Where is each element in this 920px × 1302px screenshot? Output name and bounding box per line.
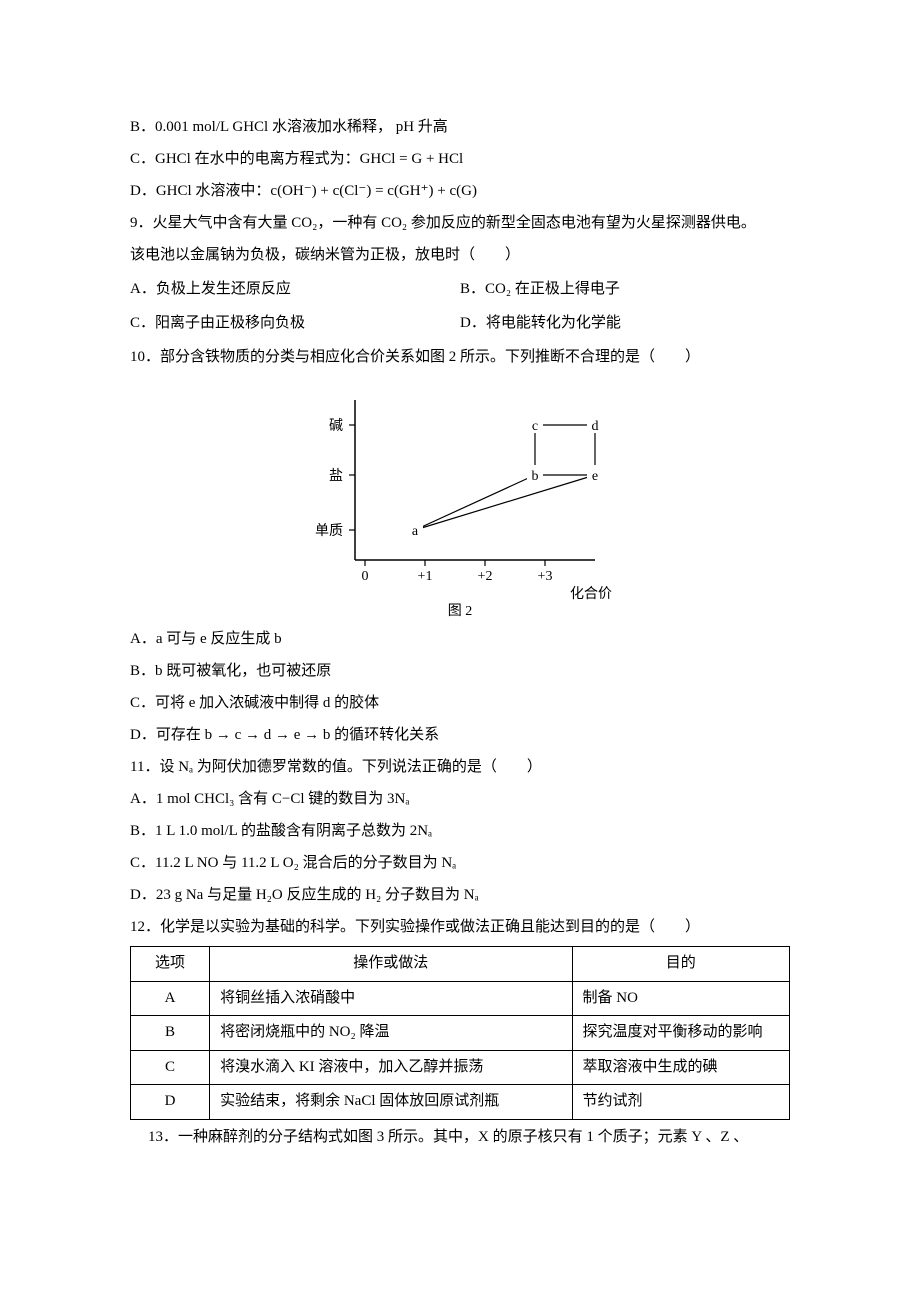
q11-option-a: A．1 mol CHCl₃ 含有 C−Cl 键的数目为 3Nₐ	[130, 784, 790, 814]
q12-header-1: 操作或做法	[210, 947, 572, 982]
q12-cell-method: 将溴水滴入 KI 溶液中，加入乙醇并振荡	[210, 1050, 572, 1085]
q8-option-d: D．GHCl 水溶液中：c(OH⁻) + c(Cl⁻) = c(GH⁺) + c…	[130, 176, 790, 206]
q12-cell-method: 实验结束，将剩余 NaCl 固体放回原试剂瓶	[210, 1085, 572, 1120]
svg-text:+2: +2	[478, 569, 493, 584]
q12-cell-method: 将密闭烧瓶中的 NO₂ 降温	[210, 1016, 572, 1051]
table-header-row: 选项 操作或做法 目的	[131, 947, 790, 982]
q12-header-0: 选项	[131, 947, 210, 982]
q12-cell-option: A	[131, 981, 210, 1016]
q12-cell-goal: 节约试剂	[572, 1085, 789, 1120]
svg-text:+3: +3	[538, 569, 553, 584]
svg-text:单质: 单质	[315, 523, 343, 539]
q12-cell-option: C	[131, 1050, 210, 1085]
q13-stem: 13．一种麻醉剂的分子结构式如图 3 所示。其中，X 的原子核只有 1 个质子；…	[130, 1122, 790, 1152]
q9-option-d: D．将电能转化为化学能	[460, 308, 790, 338]
svg-text:c: c	[532, 419, 538, 434]
q11-stem: 11．设 Nₐ 为阿伏加德罗常数的值。下列说法正确的是（ ）	[130, 752, 790, 782]
q9-option-c: C．阳离子由正极移向负极	[130, 308, 460, 338]
q10-stem: 10．部分含铁物质的分类与相应化合价关系如图 2 所示。下列推断不合理的是（ ）	[130, 342, 790, 372]
q8-option-b: B．0.001 mol/L GHCl 水溶液加水稀释， pH 升高	[130, 112, 790, 142]
q10-option-d: D．可存在 b → c → d → e → b 的循环转化关系	[130, 720, 790, 750]
q10-option-c: C．可将 e 加入浓碱液中制得 d 的胶体	[130, 688, 790, 718]
svg-text:e: e	[592, 469, 598, 484]
q9-stem-2: 该电池以金属钠为负极，碳纳米管为正极，放电时（ ）	[130, 240, 790, 270]
svg-text:化合价: 化合价	[570, 586, 612, 602]
q9-option-a: A．负极上发生还原反应	[130, 274, 460, 304]
svg-text:盐: 盐	[329, 468, 343, 484]
q12-cell-goal: 探究温度对平衡移动的影响	[572, 1016, 789, 1051]
table-row: A将铜丝插入浓硝酸中制备 NO	[131, 981, 790, 1016]
q11-option-b: B．1 L 1.0 mol/L 的盐酸含有阴离子总数为 2Nₐ	[130, 816, 790, 846]
q12-cell-option: D	[131, 1085, 210, 1120]
q11-option-d: D．23 g Na 与足量 H₂O 反应生成的 H₂ 分子数目为 Nₐ	[130, 880, 790, 910]
svg-text:碱: 碱	[329, 418, 343, 434]
q12-cell-method: 将铜丝插入浓硝酸中	[210, 981, 572, 1016]
q12-cell-goal: 萃取溶液中生成的碘	[572, 1050, 789, 1085]
q9-option-b: B．CO₂ 在正极上得电子	[460, 274, 790, 304]
q8-option-c: C．GHCl 在水中的电离方程式为：GHCl = G + HCl	[130, 144, 790, 174]
figure-2-svg: 碱盐单质 0 +1 +2 +3 化合价图 2 a b c d e	[305, 380, 615, 620]
q11-option-c: C．11.2 L NO 与 11.2 L O₂ 混合后的分子数目为 Nₐ	[130, 848, 790, 878]
q12-table: 选项 操作或做法 目的 A将铜丝插入浓硝酸中制备 NOB将密闭烧瓶中的 NO₂ …	[130, 946, 790, 1120]
svg-text:0: 0	[362, 569, 369, 584]
svg-text:+1: +1	[418, 569, 433, 584]
q10-option-b: B．b 既可被氧化，也可被还原	[130, 656, 790, 686]
svg-text:a: a	[412, 524, 419, 539]
table-row: B将密闭烧瓶中的 NO₂ 降温探究温度对平衡移动的影响	[131, 1016, 790, 1051]
q9-stem-1: 9．火星大气中含有大量 CO₂，一种有 CO₂ 参加反应的新型全固态电池有望为火…	[130, 208, 790, 238]
q12-cell-goal: 制备 NO	[572, 981, 789, 1016]
table-row: D实验结束，将剩余 NaCl 固体放回原试剂瓶节约试剂	[131, 1085, 790, 1120]
svg-text:图 2: 图 2	[448, 604, 473, 619]
svg-text:d: d	[592, 419, 599, 434]
q10-option-a: A．a 可与 e 反应生成 b	[130, 624, 790, 654]
svg-text:b: b	[532, 469, 539, 484]
q10-figure: 碱盐单质 0 +1 +2 +3 化合价图 2 a b c d e	[130, 380, 790, 620]
q12-header-2: 目的	[572, 947, 789, 982]
q12-cell-option: B	[131, 1016, 210, 1051]
table-row: C将溴水滴入 KI 溶液中，加入乙醇并振荡萃取溶液中生成的碘	[131, 1050, 790, 1085]
q12-stem: 12．化学是以实验为基础的科学。下列实验操作或做法正确且能达到目的的是（ ）	[130, 912, 790, 942]
